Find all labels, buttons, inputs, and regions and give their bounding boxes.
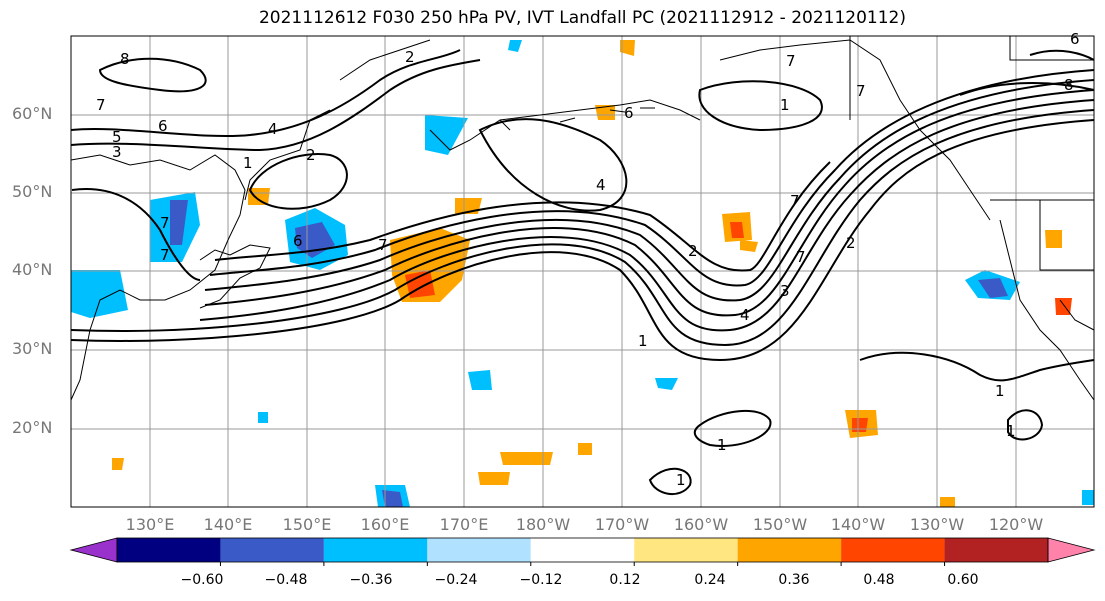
colorbar-segment xyxy=(323,538,428,562)
colorbar-segment xyxy=(634,538,738,562)
lon-label: 160°W xyxy=(673,515,729,534)
contour-label: 1 xyxy=(638,332,648,350)
lon-label: 130°W xyxy=(909,515,965,534)
colorbar-segment xyxy=(427,538,531,562)
contour-label: 1 xyxy=(676,471,686,489)
contour-labels: 8 7 6 5 3 4 2 1 2 7 6 7 4 2 7 1 7 6 1 7 … xyxy=(96,30,1080,489)
contour-label: 7 xyxy=(160,214,170,232)
lon-label: 150°W xyxy=(752,515,808,534)
contour-label: 7 xyxy=(786,52,796,70)
pv-contours xyxy=(70,49,1095,495)
colorbar-segment xyxy=(944,538,1048,562)
lat-label: 50°N xyxy=(12,182,53,201)
colorbar-tick-label: −0.60 xyxy=(180,572,224,588)
contour-label: 3 xyxy=(780,282,790,300)
contour-label: 7 xyxy=(796,248,806,266)
lon-label: 180°W xyxy=(515,515,571,534)
contour-label: 2 xyxy=(688,242,698,260)
contour-label: 6 xyxy=(624,104,634,122)
contour-label: 8 xyxy=(120,50,130,68)
colorbar-tick-label: 0.12 xyxy=(609,572,641,588)
contour-label: 2 xyxy=(306,146,316,164)
contour-label: 7 xyxy=(160,246,170,264)
contour-label: 6 xyxy=(158,117,168,135)
colorbar-extend-low xyxy=(69,537,118,563)
colorbar-segment xyxy=(117,538,221,562)
lat-label: 40°N xyxy=(12,260,53,279)
colorbar-tick-label: 0.60 xyxy=(947,572,979,588)
lon-label: 150°E xyxy=(282,515,332,534)
contour-label: 1 xyxy=(995,382,1005,400)
lat-label: 60°N xyxy=(12,104,53,123)
contour-label: 7 xyxy=(790,192,800,210)
contour-label: 2 xyxy=(405,48,415,66)
lon-label: 140°W xyxy=(830,515,886,534)
contour-label: 6 xyxy=(293,232,303,250)
lon-label: 120°W xyxy=(988,515,1044,534)
lon-label: 170°E xyxy=(439,515,489,534)
colorbar-segment xyxy=(841,538,945,562)
colorbar-segment xyxy=(737,538,842,562)
chart-title: 2021112612 F030 250 hPa PV, IVT Landfall… xyxy=(258,8,906,28)
contour-label: 1 xyxy=(243,154,253,172)
colorbar-tick-label: 0.24 xyxy=(694,572,726,588)
pc-shading xyxy=(71,40,1094,507)
contour-label: 4 xyxy=(740,306,750,324)
lon-label: 140°E xyxy=(203,515,253,534)
contour-label: 1 xyxy=(780,96,790,114)
colorbar-extend-high xyxy=(1047,537,1096,563)
contour-label: 8 xyxy=(1064,76,1074,94)
contour-label: 3 xyxy=(112,143,122,161)
colorbar-tick-label: −0.24 xyxy=(434,572,478,588)
colorbar-tick-label: 0.48 xyxy=(863,572,895,588)
contour-label: 4 xyxy=(268,120,278,138)
lat-label: 20°N xyxy=(12,418,53,437)
colorbar-tick-label: −0.12 xyxy=(519,572,563,588)
contour-label: 5 xyxy=(112,128,122,146)
lon-label: 160°E xyxy=(360,515,410,534)
contour-label: 2 xyxy=(846,234,856,252)
contour-label: 7 xyxy=(378,236,388,254)
colorbar-tick-label: 0.36 xyxy=(778,572,810,588)
colorbar-segment xyxy=(220,538,324,562)
contour-label: 6 xyxy=(1070,30,1080,48)
lon-label: 170°W xyxy=(594,515,650,534)
map-panel: 8 7 6 5 3 4 2 1 2 7 6 7 4 2 7 1 7 6 1 7 … xyxy=(70,30,1095,508)
colorbar-tick-label: −0.48 xyxy=(264,572,308,588)
contour-label: 4 xyxy=(596,176,606,194)
contour-label: 7 xyxy=(96,96,106,114)
colorbar xyxy=(69,537,1096,566)
contour-label: 1 xyxy=(717,436,727,454)
colorbar-tick-label: −0.36 xyxy=(349,572,393,588)
lon-label: 130°E xyxy=(125,515,175,534)
contour-label: 7 xyxy=(856,82,866,100)
colorbar-outline xyxy=(116,537,1049,563)
contour-label: 1 xyxy=(1006,422,1016,440)
lat-label: 30°N xyxy=(12,339,53,358)
colorbar-segment xyxy=(530,538,635,562)
